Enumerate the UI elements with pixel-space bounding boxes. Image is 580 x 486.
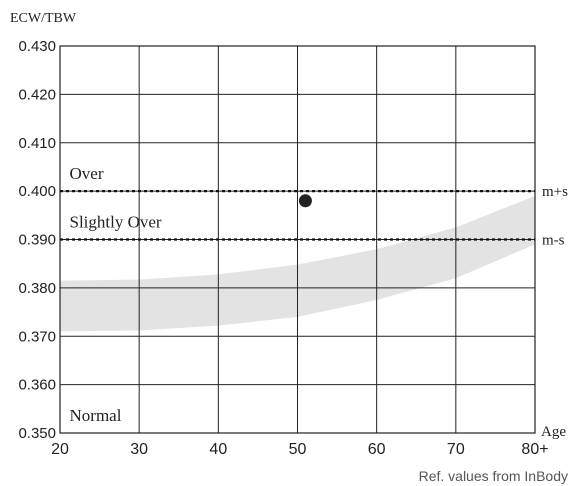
x-tick-label: 60 xyxy=(368,441,386,458)
y-tick-label: 0.370 xyxy=(18,328,56,345)
reference-line-label: m+s xyxy=(542,184,568,200)
x-tick-label: 50 xyxy=(289,441,307,458)
reference-line-label: m-s xyxy=(542,233,565,249)
y-tick-label: 0.400 xyxy=(18,183,56,200)
y-tick-label: 0.390 xyxy=(18,232,56,249)
x-tick-label: 30 xyxy=(130,441,148,458)
reference-band xyxy=(60,195,535,332)
x-tick-label: 70 xyxy=(447,441,465,458)
y-tick-label: 0.380 xyxy=(18,280,56,297)
zone-labels: Over Slightly Over Normal xyxy=(70,164,162,425)
x-tick-label: 40 xyxy=(209,441,227,458)
y-tick-labels: 0.350 0.360 0.370 0.380 0.390 0.400 0.410 0.420… xyxy=(18,38,56,442)
x-axis-title: Age xyxy=(541,424,566,440)
x-tick-labels: 20 30 40 50 60 70 80+ xyxy=(51,441,548,458)
y-tick-label: 0.420 xyxy=(18,86,56,103)
y-tick-label: 0.410 xyxy=(18,135,56,152)
data-points xyxy=(298,194,312,208)
source-footer: Ref. values from InBody xyxy=(419,468,568,484)
reference-band-layer xyxy=(60,195,535,332)
data-point xyxy=(298,194,312,208)
reference-lines-layer: m+s m-s xyxy=(60,184,568,249)
zone-label: Slightly Over xyxy=(70,212,162,231)
y-tick-label: 0.350 xyxy=(18,425,56,442)
x-tick-label: 20 xyxy=(51,441,69,458)
y-tick-label: 0.360 xyxy=(18,377,56,394)
x-tick-label: 80+ xyxy=(521,441,548,458)
y-axis-title: ECW/TBW xyxy=(10,11,77,26)
zone-label: Normal xyxy=(70,406,122,425)
zone-label: Over xyxy=(70,164,104,183)
y-tick-label: 0.430 xyxy=(18,38,56,55)
